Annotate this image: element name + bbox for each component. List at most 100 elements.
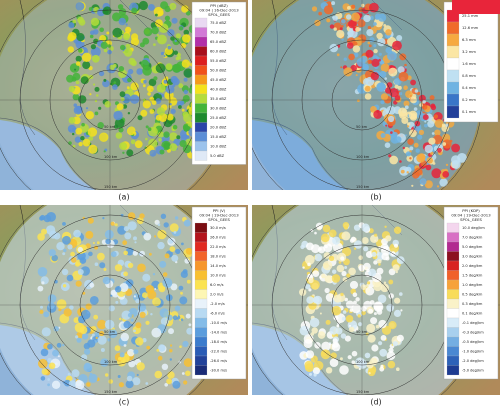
legend-entry: 50.0 dBZ [210, 68, 227, 72]
echo [38, 358, 48, 369]
range-label: 100 km [104, 360, 118, 364]
echo [321, 273, 326, 279]
echo [164, 383, 168, 387]
legend-swatch [194, 150, 208, 161]
legend-time: 09:04 | 19-Dec-2013 [199, 213, 239, 218]
echo [68, 85, 75, 93]
echo [114, 124, 119, 129]
echo [45, 225, 56, 235]
echo [412, 171, 420, 179]
legend-swatch [446, 289, 460, 300]
echo [377, 259, 382, 264]
echo [349, 326, 355, 333]
legend-swatch [446, 232, 460, 243]
echo [94, 111, 99, 116]
echo [106, 31, 110, 35]
echo [125, 380, 134, 389]
echo [404, 63, 407, 67]
echo [108, 305, 115, 312]
echo [114, 264, 123, 272]
echo [149, 96, 155, 102]
echo [416, 91, 421, 96]
legend-swatch [446, 21, 460, 35]
echo [370, 317, 378, 325]
echo [77, 269, 84, 275]
legend-entry: 3.2 mm [462, 50, 476, 54]
echo [147, 127, 152, 131]
echo [343, 57, 347, 61]
echo [171, 254, 179, 262]
echo [315, 222, 323, 230]
legend-entry: -0.3 deg/km [462, 330, 484, 334]
echo [331, 342, 341, 352]
legend-entry: 7.0 deg/km [462, 235, 483, 239]
echo [436, 185, 440, 188]
echo [84, 348, 91, 355]
legend-entry: -0.1 deg/km [462, 321, 484, 325]
echo [120, 97, 125, 102]
echo [67, 46, 75, 53]
echo [182, 95, 190, 102]
echo [331, 274, 341, 283]
echo [362, 63, 369, 71]
echo [62, 222, 66, 226]
echo [369, 37, 375, 43]
echo [118, 17, 127, 26]
echo [85, 111, 95, 120]
echo [102, 6, 112, 15]
echo [142, 37, 150, 45]
echo [99, 330, 105, 337]
echo [349, 308, 354, 312]
echo [96, 94, 99, 97]
legend-entry: 0.4 mm [462, 86, 476, 90]
echo [92, 29, 99, 35]
echo [181, 108, 185, 112]
echo [119, 317, 122, 321]
echo [368, 44, 372, 48]
echo [152, 297, 161, 307]
echo [182, 34, 191, 43]
echo [85, 303, 92, 310]
echo [134, 140, 143, 149]
echo [104, 229, 114, 239]
echo [396, 334, 404, 342]
echo [127, 349, 135, 357]
echo [332, 242, 343, 253]
echo [108, 379, 113, 384]
echo [75, 280, 82, 287]
echo [163, 54, 166, 58]
echo [127, 77, 132, 83]
echo [133, 329, 136, 333]
legend-swatch [194, 365, 208, 376]
echo [180, 100, 185, 106]
echo [318, 246, 326, 254]
echo [139, 42, 145, 48]
echo [78, 19, 86, 26]
echo [312, 367, 320, 375]
legend-swatch [194, 84, 208, 95]
echo [185, 10, 191, 16]
echo [51, 254, 58, 262]
echo [184, 258, 190, 264]
echo [373, 260, 378, 265]
echo [72, 93, 80, 101]
echo [442, 139, 452, 149]
legend-swatch [446, 327, 460, 338]
echo [396, 35, 403, 41]
legend-entry: 18.0 m/s [210, 254, 226, 258]
legend-entry: 6.3 mm [462, 38, 476, 42]
echo [63, 308, 72, 317]
echo [156, 107, 165, 116]
echo [442, 171, 450, 178]
echo [131, 33, 139, 41]
echo [73, 103, 78, 107]
echo [128, 360, 136, 368]
echo [323, 252, 331, 259]
echo [156, 33, 160, 37]
echo [122, 240, 128, 246]
legend-entry: 30.0 m/s [210, 226, 226, 230]
echo [426, 157, 433, 164]
echo [130, 82, 139, 91]
echo [358, 322, 363, 327]
